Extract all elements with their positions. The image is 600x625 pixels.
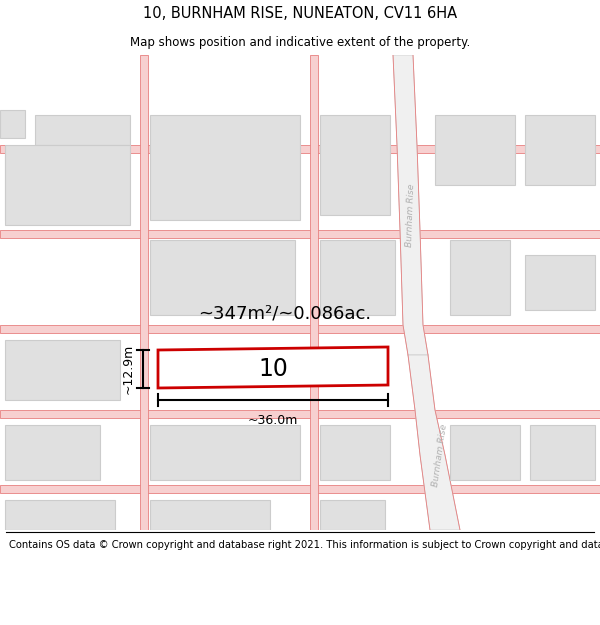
Polygon shape <box>0 485 600 493</box>
Polygon shape <box>5 155 120 220</box>
Polygon shape <box>435 115 515 185</box>
Polygon shape <box>320 500 385 530</box>
Polygon shape <box>150 240 295 315</box>
Text: ~12.9m: ~12.9m <box>122 344 135 394</box>
Text: ~347m²/~0.086ac.: ~347m²/~0.086ac. <box>199 304 371 322</box>
Polygon shape <box>320 115 390 215</box>
Polygon shape <box>393 55 428 355</box>
Polygon shape <box>408 355 460 530</box>
Polygon shape <box>5 145 130 225</box>
Text: Burnham Rise: Burnham Rise <box>431 423 449 487</box>
Text: Map shows position and indicative extent of the property.: Map shows position and indicative extent… <box>130 36 470 49</box>
Polygon shape <box>525 115 595 185</box>
Polygon shape <box>0 410 600 418</box>
Polygon shape <box>140 55 148 530</box>
Polygon shape <box>525 255 595 310</box>
Polygon shape <box>150 500 270 530</box>
Text: 10, BURNHAM RISE, NUNEATON, CV11 6HA: 10, BURNHAM RISE, NUNEATON, CV11 6HA <box>143 6 457 21</box>
Polygon shape <box>35 115 130 145</box>
Text: 10: 10 <box>258 357 288 381</box>
Polygon shape <box>5 500 115 530</box>
Text: Contains OS data © Crown copyright and database right 2021. This information is : Contains OS data © Crown copyright and d… <box>9 539 600 549</box>
Polygon shape <box>0 325 600 333</box>
Polygon shape <box>408 355 460 530</box>
Polygon shape <box>0 145 600 153</box>
Text: ~36.0m: ~36.0m <box>248 414 298 427</box>
Polygon shape <box>150 425 300 480</box>
Polygon shape <box>393 55 428 355</box>
Polygon shape <box>158 347 388 388</box>
Polygon shape <box>5 340 120 400</box>
Polygon shape <box>0 110 25 138</box>
Polygon shape <box>310 55 318 530</box>
Polygon shape <box>5 425 100 480</box>
Polygon shape <box>320 425 390 480</box>
Polygon shape <box>450 240 510 315</box>
Polygon shape <box>150 115 300 220</box>
Polygon shape <box>320 240 395 315</box>
Polygon shape <box>530 425 595 480</box>
Polygon shape <box>0 230 600 238</box>
Polygon shape <box>450 425 520 480</box>
Text: Burnham Rise: Burnham Rise <box>406 183 416 247</box>
